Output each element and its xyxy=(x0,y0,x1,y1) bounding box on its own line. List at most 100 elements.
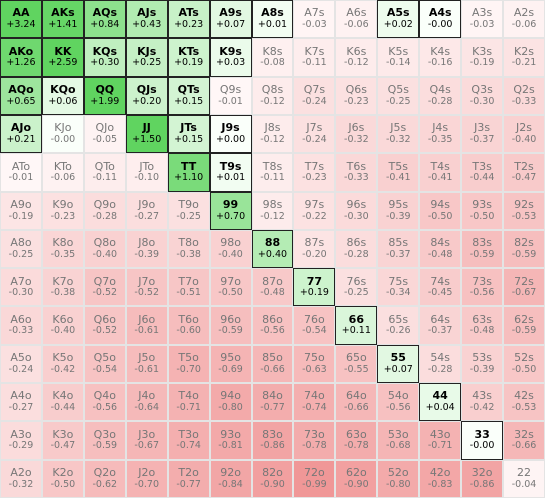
hand-cell: J9s +0.00 xyxy=(209,114,252,154)
hand-cell: T7o -0.51 xyxy=(167,268,210,307)
ev-label: -0.50 xyxy=(511,363,537,375)
hand-cell: Q6s -0.23 xyxy=(335,76,378,115)
ev-label: -0.62 xyxy=(92,478,118,490)
hand-cell: J4o -0.64 xyxy=(125,383,168,422)
hand-cell: 32s -0.66 xyxy=(503,421,545,460)
ev-label: -0.50 xyxy=(427,210,453,222)
hand-label: 92o xyxy=(220,466,241,480)
ev-label: +1.41 xyxy=(48,19,78,30)
ev-label: +0.07 xyxy=(216,19,246,30)
ev-label: -0.54 xyxy=(92,363,118,375)
ev-label: -0.11 xyxy=(302,57,327,69)
hand-cell: 75o -0.63 xyxy=(293,344,336,384)
hand-cell: KK +2.59 xyxy=(41,38,84,77)
hand-cell: 64o -0.66 xyxy=(335,383,378,422)
hand-label: 97s xyxy=(304,197,325,211)
ev-label: -0.39 xyxy=(134,248,160,260)
hand-label: 83s xyxy=(472,236,492,250)
ev-label: -0.40 xyxy=(92,248,118,260)
hand-label: 82s xyxy=(514,236,534,250)
hand-label: 72o xyxy=(304,466,325,480)
hand-cell: 92o -0.84 xyxy=(209,459,252,498)
hand-cell: Q2s -0.33 xyxy=(503,76,545,115)
hand-cell: 33 -0.00 xyxy=(461,421,504,460)
hand-label: T9s xyxy=(219,159,242,173)
hand-label: 65o xyxy=(345,351,367,365)
ev-label: +0.04 xyxy=(425,402,455,414)
hand-cell: KTs +0.19 xyxy=(167,38,210,77)
ev-label: -0.41 xyxy=(427,172,453,184)
ev-label: -0.64 xyxy=(134,402,160,414)
hand-label: T7s xyxy=(304,159,325,173)
hand-cell: 54s -0.28 xyxy=(419,344,462,384)
ev-label: -0.32 xyxy=(344,133,369,145)
ev-label: -0.48 xyxy=(260,287,285,299)
ev-label: +0.84 xyxy=(90,19,120,30)
hand-label: 99 xyxy=(222,197,239,211)
ev-label: -0.04 xyxy=(511,478,537,490)
ev-label: -0.53 xyxy=(511,402,537,414)
hand-label: 93o xyxy=(220,427,241,441)
hand-cell: K9s +0.03 xyxy=(209,38,252,77)
ev-label: +0.03 xyxy=(216,57,246,69)
hand-cell: K6o -0.40 xyxy=(41,306,84,345)
hand-label: 74o xyxy=(304,389,325,403)
hand-cell: 73o -0.78 xyxy=(293,421,336,460)
hand-cell: K2o -0.50 xyxy=(41,459,84,498)
ev-label: -0.70 xyxy=(134,478,160,490)
hand-cell: T3s -0.44 xyxy=(461,153,504,192)
hand-cell: AJo +0.21 xyxy=(0,114,42,154)
ev-label: -0.24 xyxy=(302,133,327,145)
ev-label: +0.70 xyxy=(216,210,246,222)
hand-label: 84s xyxy=(430,236,451,250)
hand-cell: AQs +0.84 xyxy=(83,0,126,39)
hand-label: Q7s xyxy=(303,82,326,96)
hand-label: Q6s xyxy=(345,82,368,96)
hand-label: TT xyxy=(181,159,197,173)
hand-cell: A2o -0.32 xyxy=(0,459,42,498)
ev-label: +1.10 xyxy=(174,172,204,184)
hand-label: 94o xyxy=(220,389,241,403)
ev-label: +0.23 xyxy=(174,19,204,30)
ev-label: -0.39 xyxy=(385,210,411,222)
hand-label: QTs xyxy=(177,82,200,96)
ev-label: -0.21 xyxy=(511,57,537,69)
hand-label: ATs xyxy=(178,6,199,20)
ev-label: +0.11 xyxy=(341,325,371,337)
hand-label: Q5o xyxy=(93,351,116,365)
ev-label: -0.35 xyxy=(427,133,453,145)
ev-label: -0.33 xyxy=(511,95,537,107)
ev-label: -0.00 xyxy=(50,133,76,145)
hand-cell: K5o -0.42 xyxy=(41,344,84,384)
hand-cell: 52o -0.80 xyxy=(377,459,420,498)
ev-label: -0.45 xyxy=(427,287,453,299)
ev-label: -0.50 xyxy=(50,478,76,490)
hand-label: JJ xyxy=(142,121,151,135)
ev-label: -0.59 xyxy=(469,248,495,260)
ev-label: -0.11 xyxy=(92,172,118,184)
ev-label: -0.30 xyxy=(469,95,495,107)
hand-label: 85o xyxy=(262,351,283,365)
ev-label: -0.86 xyxy=(260,440,285,452)
ev-label: -0.59 xyxy=(511,248,537,260)
ev-label: +0.02 xyxy=(383,19,413,30)
hand-label: K6o xyxy=(52,312,74,326)
ev-label: -0.63 xyxy=(302,363,327,375)
hand-cell: 77 +0.19 xyxy=(293,268,336,307)
hand-cell: 43s -0.42 xyxy=(461,383,504,422)
hand-label: Q8s xyxy=(261,82,284,96)
hand-cell: KJo -0.00 xyxy=(41,114,84,154)
hand-label: A6o xyxy=(10,312,32,326)
hand-cell: J7o -0.52 xyxy=(125,268,168,307)
ev-label: -0.54 xyxy=(302,325,327,337)
ev-label: -0.11 xyxy=(260,172,285,184)
hand-label: A7s xyxy=(304,6,325,20)
hand-cell: QTs +0.15 xyxy=(167,76,210,115)
hand-cell: 65s -0.26 xyxy=(377,306,420,345)
hand-label: KQs xyxy=(92,44,118,58)
hand-cell: 52s -0.50 xyxy=(503,344,545,384)
hand-label: 43o xyxy=(429,427,451,441)
hand-label: AQo xyxy=(8,82,34,96)
hand-label: J2o xyxy=(138,466,156,480)
ev-label: -0.38 xyxy=(176,248,201,260)
